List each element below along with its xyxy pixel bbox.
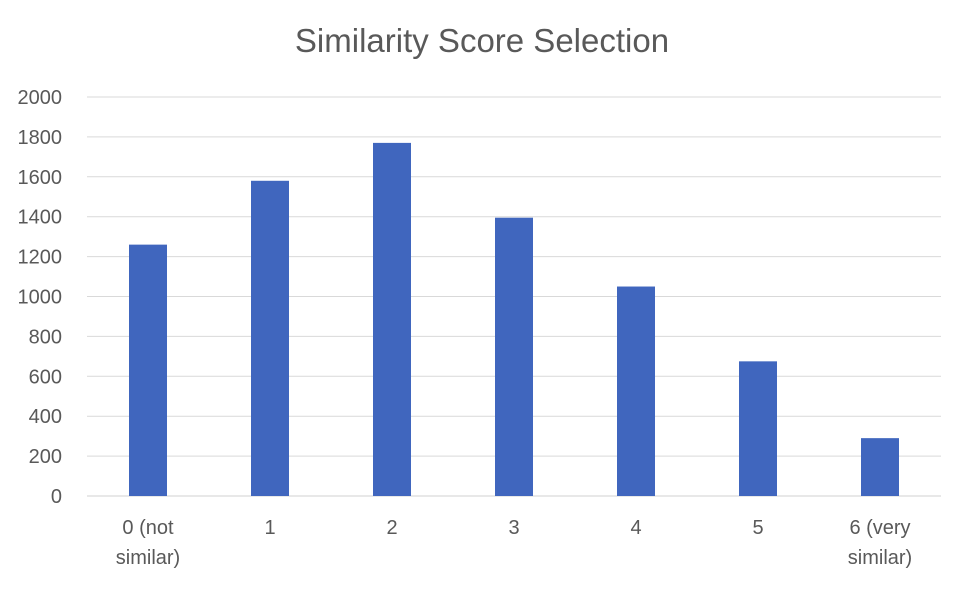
y-tick-label: 800 xyxy=(29,326,62,348)
y-tick-label: 1400 xyxy=(18,207,63,229)
x-tick-label: 3 xyxy=(508,517,519,539)
x-tick-label: 0 (not similar) xyxy=(116,517,180,569)
bar xyxy=(129,244,167,496)
y-tick-label: 1600 xyxy=(18,167,63,189)
y-axis-ticks: 0 200 400 600 800 1000 1200 1400 1600 1800 2000 xyxy=(18,87,63,508)
bar xyxy=(861,438,899,496)
x-tick-label: 6 (very similar) xyxy=(848,517,912,569)
chart-title: Similarity Score Selection xyxy=(295,22,669,59)
bar xyxy=(617,286,655,496)
bars xyxy=(129,142,899,497)
bar xyxy=(251,180,289,497)
y-tick-label: 200 xyxy=(29,446,62,468)
bar xyxy=(739,361,777,496)
bar xyxy=(495,217,533,496)
y-tick-label: 400 xyxy=(29,406,62,428)
x-tick-label: 2 xyxy=(386,517,397,539)
y-tick-label: 1000 xyxy=(18,287,63,309)
bar xyxy=(373,142,411,496)
y-tick-label: 2000 xyxy=(18,87,63,109)
y-tick-label: 1800 xyxy=(18,127,63,149)
y-tick-label: 0 xyxy=(51,486,62,508)
x-tick-label: 1 xyxy=(264,517,275,539)
y-tick-label: 1200 xyxy=(18,247,63,269)
x-tick-label: 4 xyxy=(630,517,641,539)
y-tick-label: 600 xyxy=(29,366,62,388)
x-tick-label: 5 xyxy=(752,517,763,539)
x-axis-ticks: 0 (not similar) 1 2 3 4 5 6 (very similar) xyxy=(116,517,912,569)
